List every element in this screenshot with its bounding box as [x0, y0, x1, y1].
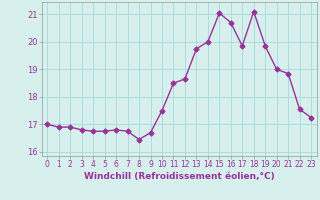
- X-axis label: Windchill (Refroidissement éolien,°C): Windchill (Refroidissement éolien,°C): [84, 172, 275, 181]
